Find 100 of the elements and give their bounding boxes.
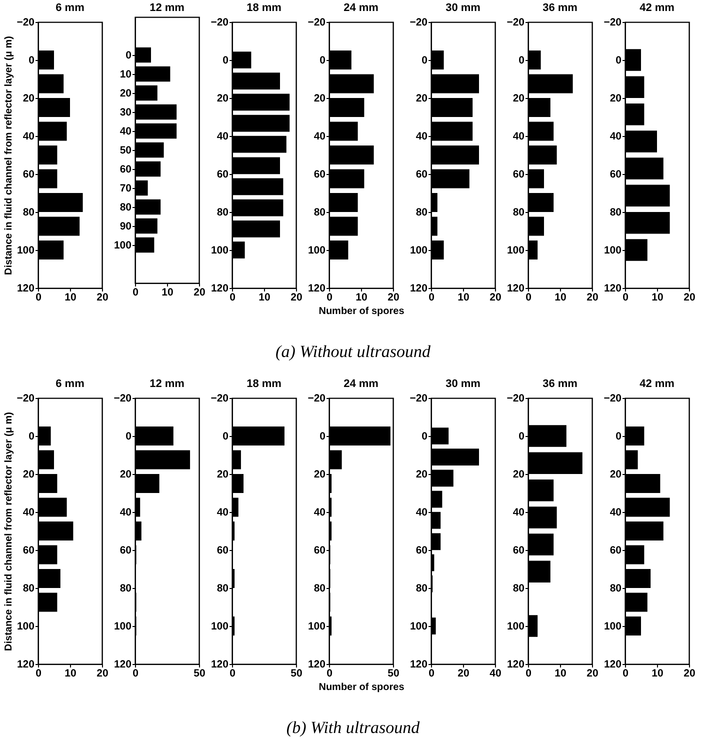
y-tick-label: 60 [216, 544, 229, 556]
y-tick-label: 60 [416, 544, 428, 556]
y-tick-label: 100 [308, 620, 326, 632]
y-tick-label: −20 [410, 392, 428, 404]
y-tick-label: −20 [410, 16, 428, 28]
y-tick-label: 40 [22, 130, 35, 142]
x-tick-label: 10 [554, 668, 566, 680]
x-tick-label: 20 [96, 292, 108, 304]
y-tick-label: 120 [506, 658, 525, 670]
y-tick-label: 0 [518, 54, 525, 66]
y-tick-label: −20 [604, 16, 622, 28]
x-tick-label: 50 [290, 668, 302, 680]
chart-title: 30 mm [446, 2, 481, 14]
x-tick-label: 20 [490, 292, 502, 304]
y-tick-label: −20 [308, 392, 326, 404]
y-tick-label: 40 [314, 506, 326, 518]
y-tick-label: 0 [320, 430, 326, 442]
chart-title: 12 mm [150, 378, 185, 390]
y-tick-label: 40 [120, 506, 132, 518]
chart-title: 12 mm [150, 2, 185, 14]
y-tick-label: 120 [410, 658, 428, 670]
y-axis-title: Distance in fluid channel from reflector layer (μ m) [4, 36, 15, 275]
chart-title: 30 mm [446, 378, 481, 390]
y-tick-label: 80 [216, 582, 229, 594]
x-tick-label: 40 [490, 668, 502, 680]
y-tick-label: 80 [512, 582, 525, 594]
y-tick-label: 80 [120, 582, 132, 594]
y-tick-label: 0 [222, 54, 229, 66]
y-tick-label: 20 [22, 468, 35, 480]
y-tick-label: 60 [416, 168, 428, 180]
x-tick-label: 20 [388, 292, 400, 304]
y-tick-label: 0 [28, 430, 35, 442]
y-tick-label: −20 [114, 392, 132, 404]
x-tick-label: 10 [64, 668, 76, 680]
x-tick-label: 20 [586, 668, 598, 680]
y-tick-label: 20 [22, 92, 35, 104]
y-tick-label: 120 [16, 282, 35, 294]
y-tick-label: 20 [416, 468, 428, 480]
chart-title: 42 mm [640, 2, 675, 14]
y-tick-label: 120 [604, 658, 622, 670]
y-tick-label: 40 [216, 130, 229, 142]
y-tick-label: 20 [216, 92, 229, 104]
chart-title: 6 mm [56, 378, 85, 390]
y-tick-label: 60 [120, 164, 132, 176]
y-tick-label: 20 [512, 92, 525, 104]
chart-title: 18 mm [246, 378, 282, 390]
y-tick-label: 40 [22, 506, 35, 518]
y-tick-label: 20 [314, 92, 326, 104]
y-tick-label: 10 [120, 68, 132, 80]
x-tick-label: 10 [458, 292, 470, 304]
y-tick-label: 20 [512, 468, 525, 480]
y-tick-label: 60 [610, 544, 622, 556]
y-tick-label: 60 [22, 544, 35, 556]
y-tick-label: 80 [22, 206, 35, 218]
chart-title: 42 mm [640, 378, 675, 390]
y-axis-title: Distance in fluid channel from reflector layer (μ m) [4, 412, 15, 651]
y-tick-label: 100 [604, 620, 622, 632]
x-axis-title: Number of spores [318, 682, 405, 693]
x-tick-label: 10 [64, 292, 76, 304]
y-tick-label: 120 [210, 658, 229, 670]
y-tick-label: 40 [416, 506, 428, 518]
y-tick-label: 0 [320, 54, 326, 66]
y-tick-label: 100 [16, 620, 35, 632]
y-tick-label: 30 [120, 106, 132, 118]
x-axis-title: Number of spores [318, 306, 405, 317]
y-tick-label: 120 [604, 282, 622, 294]
chart-title: 36 mm [542, 378, 578, 390]
x-tick-label: 10 [356, 292, 368, 304]
y-tick-label: 120 [16, 658, 35, 670]
x-tick-label: 20 [684, 668, 696, 680]
x-tick-label: 20 [96, 668, 108, 680]
y-tick-label: −20 [604, 392, 622, 404]
y-tick-label: 40 [314, 130, 326, 142]
y-tick-label: 20 [610, 92, 622, 104]
y-tick-label: 100 [410, 620, 428, 632]
y-tick-label: 120 [114, 658, 132, 670]
y-tick-label: 80 [314, 206, 326, 218]
y-tick-label: 20 [120, 468, 132, 480]
x-tick-label: 10 [554, 292, 566, 304]
y-tick-label: −20 [210, 392, 229, 404]
y-tick-label: 100 [506, 620, 525, 632]
y-tick-label: 120 [410, 282, 428, 294]
y-tick-label: −20 [16, 392, 35, 404]
y-tick-label: 80 [22, 582, 35, 594]
y-tick-label: 60 [512, 544, 525, 556]
y-tick-label: 100 [506, 244, 525, 256]
y-tick-label: 80 [216, 206, 229, 218]
chart-title: 18 mm [246, 2, 282, 14]
x-tick-label: 10 [652, 668, 664, 680]
y-tick-label: 40 [610, 130, 622, 142]
y-tick-label: 100 [16, 244, 35, 256]
y-tick-label: 0 [422, 430, 428, 442]
chart-title: 36 mm [542, 2, 578, 14]
x-tick-label: 20 [684, 292, 696, 304]
y-tick-label: 70 [120, 182, 132, 194]
y-tick-label: 60 [216, 168, 229, 180]
y-tick-label: 90 [120, 220, 132, 232]
text: (a) Without ultrasound [274, 342, 432, 362]
y-tick-label: 80 [416, 582, 428, 594]
x-tick-label: 50 [388, 668, 400, 680]
